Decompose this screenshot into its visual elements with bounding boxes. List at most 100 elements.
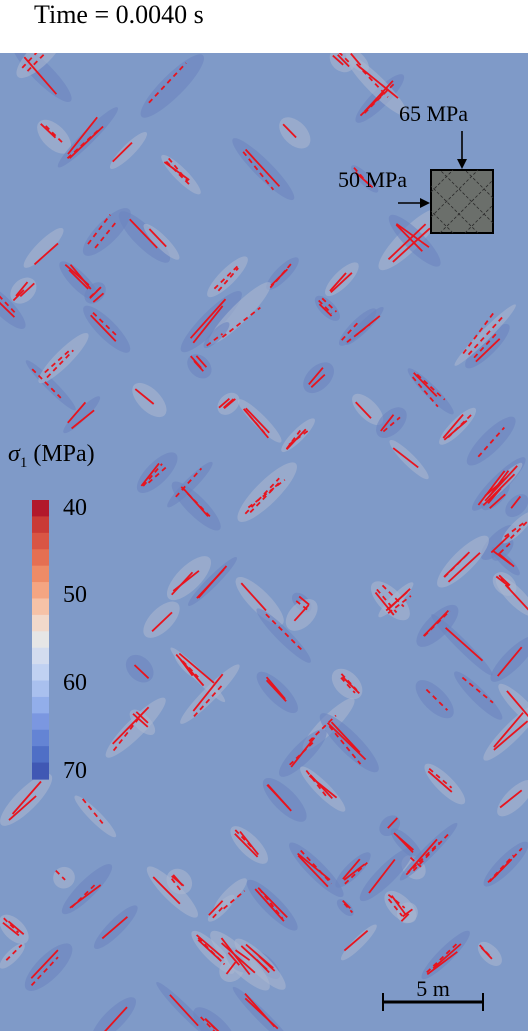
crack-segment xyxy=(3,917,20,934)
crack-segment xyxy=(247,479,286,509)
crack-segment xyxy=(195,355,208,368)
damage-halo xyxy=(146,866,199,918)
crack-segment xyxy=(318,299,333,315)
crack-segment xyxy=(0,301,16,318)
colorbar-swatch xyxy=(32,647,49,665)
crack-segment xyxy=(400,913,410,922)
damage-halo xyxy=(238,399,282,443)
damage-halo xyxy=(352,393,384,426)
crack-segment xyxy=(254,888,285,922)
crack-segment xyxy=(427,770,453,793)
crack-segment xyxy=(490,534,510,554)
crack-segment xyxy=(382,416,401,433)
crack-segment xyxy=(447,413,473,438)
crack-segment xyxy=(497,552,515,568)
colorbar-swatch xyxy=(32,762,49,780)
crack-segment xyxy=(426,951,458,976)
crack-segment xyxy=(282,123,297,139)
crack-segment xyxy=(343,863,366,881)
crack-segment xyxy=(405,841,441,876)
crack-segment xyxy=(70,882,98,909)
crack-segment xyxy=(265,676,286,700)
crack-segment xyxy=(411,376,439,408)
damage-halo xyxy=(338,308,377,346)
damage-halo xyxy=(118,211,171,263)
crack-segment xyxy=(190,355,202,369)
colorbar-swatch xyxy=(32,664,49,682)
crack-segment xyxy=(385,591,408,612)
damage-halo xyxy=(38,332,89,384)
crack-segment xyxy=(168,157,189,182)
crack-segment xyxy=(197,937,226,966)
crack-segment xyxy=(239,830,260,856)
crack-segment xyxy=(267,784,292,812)
crack-segment xyxy=(510,495,522,509)
crack-segment xyxy=(504,521,526,538)
crack-segment xyxy=(240,582,267,612)
crack-segment xyxy=(487,854,515,884)
crack-segment xyxy=(308,714,337,742)
crack-segment xyxy=(343,930,369,952)
crack-segment xyxy=(350,53,362,66)
damage-halo xyxy=(505,494,528,518)
crack-segment xyxy=(473,331,499,359)
crack-segment xyxy=(244,477,280,515)
crack-segment xyxy=(134,388,155,405)
crack-segment xyxy=(497,646,523,677)
damage-halo xyxy=(74,795,117,838)
crack-segment xyxy=(206,333,224,347)
damage-halo xyxy=(61,863,113,915)
crack-segment xyxy=(387,595,412,614)
damage-halo xyxy=(285,598,318,631)
crack-segment xyxy=(245,943,274,969)
specimen-hatch xyxy=(430,169,494,234)
damage-halo xyxy=(63,396,101,434)
crack-segment xyxy=(409,856,423,869)
damage-halo xyxy=(340,924,377,961)
crack-segment xyxy=(221,942,256,974)
crack-segment xyxy=(8,795,37,821)
damage-halo xyxy=(437,535,489,588)
crack-segment xyxy=(40,123,57,139)
crack-segment xyxy=(258,888,284,920)
crack-segment xyxy=(387,894,406,909)
crack-segment xyxy=(66,129,100,159)
damage-halo xyxy=(336,899,354,917)
crack-segment xyxy=(55,869,66,881)
crack-segment xyxy=(499,789,523,809)
crack-segment xyxy=(425,688,449,711)
crack-segment xyxy=(359,66,399,99)
damage-halo xyxy=(23,227,64,268)
damage-halo xyxy=(501,511,528,544)
crack-segment xyxy=(2,921,20,937)
crack-segment xyxy=(461,676,494,704)
crack-segment xyxy=(169,994,199,1027)
crack-segment xyxy=(87,214,111,245)
crack-segment xyxy=(71,409,95,430)
crack-segment xyxy=(442,414,464,439)
crack-segment xyxy=(234,833,259,858)
crack-segment xyxy=(133,664,150,679)
damage-halo xyxy=(370,581,410,621)
colorbar-ticks: 40 50 60 70 xyxy=(63,495,87,784)
crack-segment xyxy=(330,272,353,294)
crack-segment xyxy=(395,223,430,248)
crack-segment xyxy=(426,943,458,974)
crack-segment xyxy=(499,540,514,554)
crack-segment xyxy=(504,584,528,611)
crack-segment xyxy=(221,306,261,338)
crack-segment xyxy=(245,407,270,434)
crack-segment xyxy=(5,944,23,961)
crack-segment xyxy=(387,817,398,829)
crack-segment xyxy=(12,289,25,302)
crack-segment xyxy=(165,160,192,187)
crack-segment xyxy=(342,858,361,880)
crack-segment xyxy=(196,568,225,599)
crack-segment xyxy=(387,223,427,260)
crack-segment xyxy=(297,852,331,881)
vertical-load-arrowhead-icon xyxy=(457,159,467,169)
crack-segment xyxy=(208,900,224,916)
crack-segment xyxy=(94,220,118,249)
crack-segment xyxy=(218,398,230,409)
crack-segment xyxy=(445,627,484,662)
